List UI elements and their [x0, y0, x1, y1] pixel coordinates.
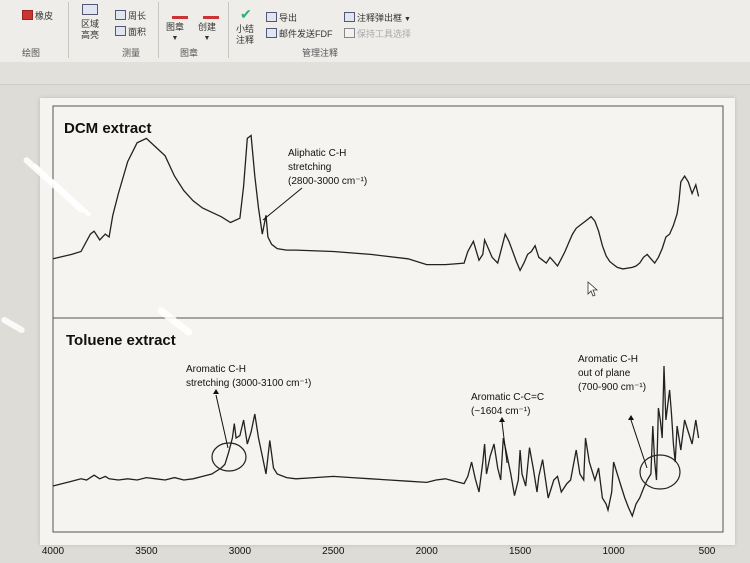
area-icon	[115, 26, 126, 36]
aliphatic-pointer-line	[262, 187, 303, 221]
x-tick-label: 2000	[416, 546, 439, 557]
annotation-popup-label: 注释弹出框	[357, 13, 403, 23]
x-tick-label: 4000	[42, 546, 65, 557]
ribbon-separator	[68, 2, 69, 58]
aromatic-ch-highlight-circle	[211, 442, 247, 472]
email-fdf-label: 邮件发送FDF	[279, 29, 333, 39]
area-button[interactable]: 面积	[115, 26, 146, 38]
ribbon-separator	[228, 2, 229, 58]
x-tick-label: 3500	[135, 546, 158, 557]
ribbon-separator	[158, 2, 159, 58]
eraser-icon	[22, 10, 33, 20]
x-tick-label: 500	[699, 546, 716, 557]
popup-icon	[344, 12, 355, 22]
ribbon-toolbar: 橡皮 区域 高亮 周长 面积 图章 ▼ 创建 ▼ 小结 注释 ✔ 导出 邮件发送FD…	[0, 0, 750, 63]
aromatic-ch-pointer-line	[215, 394, 229, 449]
email-fdf-button[interactable]: 邮件发送FDF	[266, 28, 333, 40]
eraser-label: 橡皮	[35, 11, 54, 21]
highlight-icon	[82, 4, 98, 15]
dcm-panel-title: DCM extract	[64, 120, 152, 137]
group-label-manage: 管理注释	[302, 48, 339, 58]
dcm-spectrum-line	[52, 134, 700, 272]
area-label: 面积	[128, 27, 147, 37]
dcm-panel-frame	[52, 105, 724, 319]
arrow-head-icon	[213, 389, 219, 394]
toluene-annotation-out-of-plane: Aromatic C-H out of plane (700-900 cm⁻¹)	[578, 354, 646, 393]
stamp-icon	[172, 2, 188, 19]
export-button[interactable]: 导出	[266, 12, 297, 24]
perimeter-label: 周长	[128, 11, 147, 21]
create-icon	[203, 2, 219, 19]
export-icon	[266, 12, 277, 22]
checkmark-icon: ✔	[240, 6, 252, 22]
checkbox-icon	[344, 28, 355, 38]
toluene-panel-title: Toluene extract	[66, 332, 176, 349]
chevron-down-icon: ▼	[203, 35, 211, 42]
group-label-stamp: 图章	[180, 48, 199, 58]
x-tick-label: 3000	[229, 546, 252, 557]
toluene-spectrum-line	[52, 365, 700, 518]
chevron-down-icon: ▼	[404, 16, 411, 23]
keep-tool-checkbox[interactable]: 保持工具选择	[344, 28, 411, 40]
eraser-button[interactable]: 橡皮	[22, 10, 53, 22]
secondary-toolbar	[0, 62, 750, 85]
x-tick-label: 1500	[509, 546, 532, 557]
toluene-panel-frame	[52, 317, 724, 533]
ccc-pointer-line	[501, 421, 508, 464]
stamp-label: 图章	[166, 22, 185, 32]
keep-tool-label: 保持工具选择	[357, 29, 412, 39]
region-highlight-label-2: 高亮	[80, 30, 99, 40]
x-tick-label: 2500	[322, 546, 345, 557]
chevron-down-icon: ▼	[171, 35, 179, 42]
x-tick-label: 1000	[602, 546, 625, 557]
out-of-plane-highlight-circle	[639, 454, 681, 490]
region-highlight-button[interactable]: 区域 高亮	[78, 4, 102, 41]
region-highlight-label-1: 区域	[80, 19, 99, 29]
toluene-annotation-ccc: Aromatic C-C=C (~1604 cm⁻¹)	[471, 392, 547, 417]
mouse-cursor-icon	[587, 281, 599, 297]
dcm-annotation-aliphatic: Aliphatic C-H stretching (2800-3000 cm⁻¹…	[288, 148, 367, 187]
group-label-measure: 测量	[122, 48, 141, 58]
out-of-plane-pointer-line	[630, 419, 648, 469]
arrow-head-icon	[628, 415, 634, 420]
arrow-head-icon	[499, 417, 505, 422]
create-button[interactable]: 创建 ▼	[198, 22, 216, 44]
perimeter-button[interactable]: 周长	[115, 10, 146, 22]
summary-note-label-1: 小结	[236, 24, 255, 34]
summary-note-label-2: 注释	[236, 35, 255, 45]
export-label: 导出	[279, 13, 298, 23]
email-icon	[266, 28, 277, 38]
summary-note-button[interactable]: 小结 注释	[236, 24, 254, 46]
stamp-button[interactable]: 图章 ▼	[166, 22, 184, 44]
document-page	[40, 98, 735, 545]
annotation-popup-button[interactable]: 注释弹出框 ▼	[344, 12, 411, 25]
x-axis-ticks: 4000 3500 3000 2500 2000 1500 1000 500	[42, 546, 716, 557]
group-label-draw: 绘图	[22, 48, 41, 58]
create-label: 创建	[198, 22, 217, 32]
perimeter-icon	[115, 10, 126, 20]
toluene-annotation-aromatic-ch: Aromatic C-H stretching (3000-3100 cm⁻¹)	[186, 364, 311, 389]
